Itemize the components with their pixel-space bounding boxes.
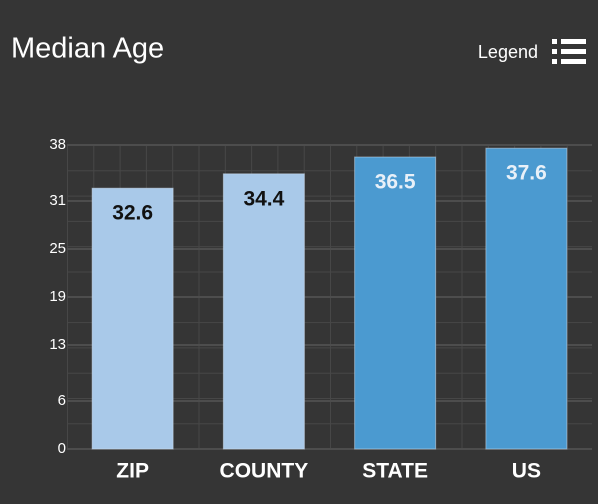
bar: [222, 173, 305, 450]
x-tick-label: STATE: [362, 460, 428, 483]
bar: [485, 147, 568, 450]
y-tick-label: 25: [49, 240, 66, 257]
y-tick-label: 19: [49, 288, 66, 305]
bar: [91, 187, 174, 450]
y-tick-label: 31: [49, 192, 66, 209]
value-label: 34.4: [243, 187, 284, 210]
x-tick-label: COUNTY: [220, 460, 309, 483]
value-label: 36.5: [375, 171, 416, 194]
x-tick-label: ZIP: [116, 460, 149, 483]
bar: [354, 156, 437, 450]
y-tick-label: 6: [58, 392, 66, 409]
y-tick-label: 0: [58, 440, 66, 457]
value-label: 37.6: [506, 162, 547, 185]
chart-title: Median Age: [11, 33, 164, 65]
value-label: 32.6: [112, 202, 153, 225]
y-tick-label: 38: [49, 136, 66, 153]
legend-button[interactable]: Legend: [478, 39, 586, 64]
x-tick-label: US: [512, 460, 541, 483]
legend-label[interactable]: Legend: [478, 42, 538, 62]
legend-icon[interactable]: [552, 39, 586, 64]
y-tick-label: 13: [49, 336, 66, 353]
